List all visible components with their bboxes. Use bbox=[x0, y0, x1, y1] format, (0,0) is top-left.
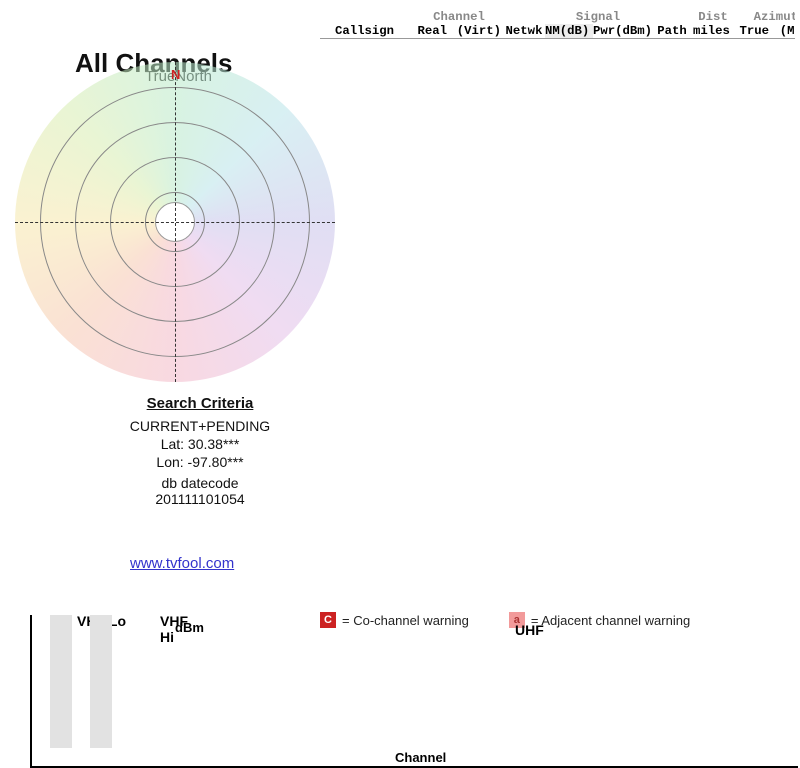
vhf-grey-band bbox=[90, 615, 112, 748]
group-header-azimuth: Azimuth bbox=[733, 10, 795, 24]
tvfool-link[interactable]: www.tvfool.com bbox=[130, 555, 234, 572]
db-datecode-label: db datecode bbox=[75, 475, 325, 491]
power-vs-channel-chart: VHF Lo VHF Hi UHF dBm Channel bbox=[0, 615, 800, 768]
polar-chart: N bbox=[15, 62, 335, 382]
vhf-grey-band bbox=[50, 615, 72, 748]
uhf-axis-title: UHF bbox=[515, 622, 544, 638]
search-criteria-box: Search Criteria CURRENT+PENDING Lat: 30.… bbox=[75, 395, 325, 472]
search-criteria-mode: CURRENT+PENDING bbox=[75, 418, 325, 434]
search-criteria-heading: Search Criteria bbox=[75, 395, 325, 412]
uhf-chart-panel: UHF bbox=[200, 615, 798, 768]
db-datecode-value: 201111101054 bbox=[75, 491, 325, 507]
db-datecode-box: db datecode 201111101054 bbox=[75, 475, 325, 507]
dbm-axis-title: dBm bbox=[175, 620, 204, 635]
polar-crosshair-vertical bbox=[175, 62, 176, 382]
polar-north-label: N bbox=[171, 67, 180, 82]
group-header-channel: Channel bbox=[415, 10, 503, 24]
col-header-pwr: Pwr(dBm) bbox=[593, 24, 651, 38]
col-header-real: Real bbox=[415, 24, 449, 38]
table-group-header-row: Channel Signal Dist Azimuth bbox=[320, 10, 795, 24]
group-header-dist: Dist bbox=[693, 10, 733, 24]
col-header-virt: (Virt) bbox=[449, 24, 503, 38]
group-header-signal: Signal bbox=[545, 10, 651, 24]
channel-axis-title: Channel bbox=[395, 750, 446, 765]
col-header-dist: miles bbox=[693, 24, 733, 38]
col-header-true: True bbox=[733, 24, 771, 38]
table-header-row: Callsign Real (Virt) Netwk NM(dB) Pwr(dB… bbox=[320, 24, 795, 39]
vhf-chart-panel: VHF Lo VHF Hi bbox=[30, 615, 200, 768]
col-header-magn: (Magn) bbox=[771, 24, 795, 38]
search-criteria-lon: Lon: -97.80*** bbox=[75, 454, 325, 470]
col-header-path: Path bbox=[651, 24, 693, 38]
search-criteria-lat: Lat: 30.38*** bbox=[75, 436, 325, 452]
channel-signal-table: Channel Signal Dist Azimuth Callsign Rea… bbox=[320, 10, 795, 607]
col-header-nm: NM(dB) bbox=[545, 24, 593, 38]
col-header-callsign: Callsign bbox=[333, 24, 415, 38]
col-header-netwk: Netwk bbox=[503, 24, 545, 38]
